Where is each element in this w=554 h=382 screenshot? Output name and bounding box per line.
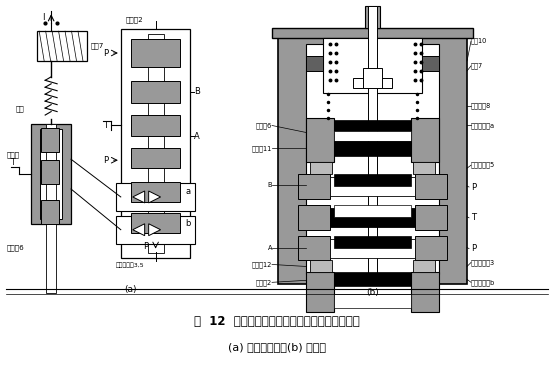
Bar [116, 183, 196, 211]
Bar [37, 31, 87, 61]
Bar [306, 56, 323, 71]
Text: (b): (b) [366, 288, 379, 297]
Text: P: P [143, 242, 148, 251]
Bar [131, 213, 181, 233]
Text: (a): (a) [125, 285, 137, 294]
Text: T: T [103, 121, 108, 130]
Bar [365, 6, 381, 28]
Bar [330, 239, 416, 257]
Bar [330, 177, 416, 196]
Bar [310, 261, 332, 272]
Bar [46, 125, 56, 293]
Bar [334, 174, 411, 186]
Text: (a) 控制原理图；(b) 结构图: (a) 控制原理图；(b) 结构图 [228, 342, 326, 352]
Bar [40, 129, 62, 219]
Bar [334, 205, 411, 217]
Bar [306, 118, 334, 162]
Text: 导阀心6: 导阀心6 [6, 244, 24, 251]
Bar [298, 236, 330, 261]
Text: 图  12  直接位置反馈型电液伺服阀的工作原理图: 图 12 直接位置反馈型电液伺服阀的工作原理图 [194, 314, 360, 327]
Bar [334, 272, 411, 286]
Text: T: T [471, 213, 476, 222]
Text: 线圈7: 线圈7 [91, 43, 104, 49]
Bar [41, 160, 59, 184]
Bar [131, 39, 181, 67]
Bar [306, 44, 439, 274]
Polygon shape [148, 191, 161, 203]
Text: B: B [194, 87, 201, 96]
Polygon shape [148, 224, 161, 236]
Text: b: b [186, 219, 191, 228]
Polygon shape [133, 191, 145, 203]
Bar [310, 162, 332, 174]
Text: a: a [186, 186, 191, 196]
Bar [334, 141, 411, 156]
Text: 导阀套: 导阀套 [6, 151, 19, 157]
Bar [131, 148, 181, 168]
Bar [306, 272, 334, 312]
Bar [148, 34, 163, 253]
Text: 调零弹簧8: 调零弹簧8 [471, 102, 491, 109]
Text: I: I [42, 13, 44, 22]
Bar [323, 38, 422, 93]
Text: 线圈7: 线圈7 [471, 63, 483, 69]
Text: 导阀口12: 导阀口12 [252, 261, 272, 268]
Bar [411, 272, 439, 312]
Text: B: B [268, 182, 272, 188]
Bar [298, 205, 330, 230]
Bar [413, 261, 435, 272]
Bar [352, 78, 392, 88]
Text: 磁钢10: 磁钢10 [471, 38, 488, 44]
Text: P: P [471, 244, 476, 253]
Bar [334, 236, 411, 248]
Bar [334, 131, 411, 141]
Bar [278, 34, 467, 284]
Bar [413, 162, 435, 174]
Bar [416, 174, 447, 199]
Text: 固定节流孔3: 固定节流孔3 [471, 259, 495, 266]
Bar [116, 216, 196, 244]
Text: 弹簧: 弹簧 [16, 105, 24, 112]
Bar [330, 208, 416, 227]
Bar [362, 68, 382, 88]
Bar [121, 29, 191, 257]
Text: 主阀心2: 主阀心2 [126, 16, 143, 23]
Bar [272, 28, 473, 38]
Text: 主阀心2: 主阀心2 [256, 279, 272, 286]
Text: 固定节流孔3,5: 固定节流孔3,5 [116, 263, 145, 268]
Text: P: P [471, 183, 476, 191]
Text: P: P [103, 156, 108, 165]
Text: A: A [268, 244, 272, 251]
Bar [422, 56, 439, 71]
Bar [131, 81, 181, 103]
Text: 固定节流孔5: 固定节流孔5 [471, 162, 495, 168]
Bar [131, 182, 181, 202]
Bar [31, 125, 71, 224]
Bar [411, 118, 439, 162]
Bar [41, 200, 59, 224]
Bar [416, 236, 447, 261]
Text: 主阀驱动腔b: 主阀驱动腔b [471, 279, 495, 286]
Bar [334, 120, 411, 131]
Bar [416, 205, 447, 230]
Bar [367, 6, 377, 284]
Polygon shape [133, 224, 145, 236]
Text: 导阀心6: 导阀心6 [256, 122, 272, 129]
Text: T: T [11, 158, 16, 167]
Text: 主阀驱动腔a: 主阀驱动腔a [471, 122, 495, 129]
Bar [41, 128, 59, 152]
Text: A: A [194, 132, 200, 141]
Text: 导阀口11: 导阀口11 [252, 145, 272, 152]
Text: P: P [103, 49, 108, 58]
Bar [298, 174, 330, 199]
Bar [131, 115, 181, 136]
Bar [334, 294, 411, 308]
